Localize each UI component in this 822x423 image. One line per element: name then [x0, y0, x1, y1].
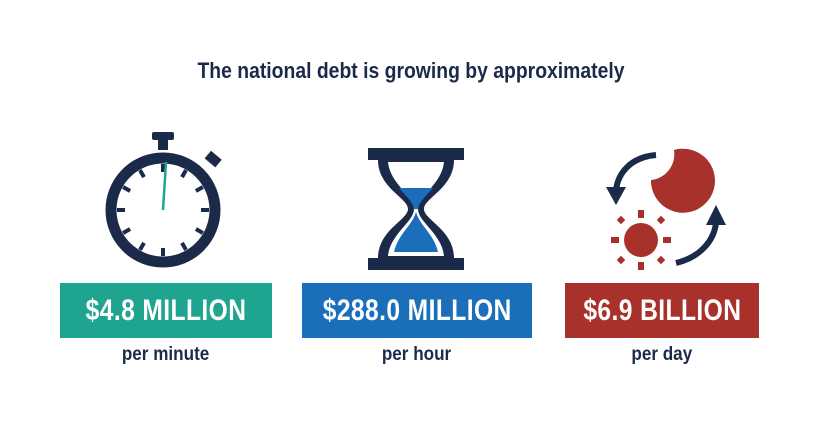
stat-period-minute: per minute [60, 344, 272, 366]
stopwatch-tick [194, 227, 204, 235]
amount-text: $6.9 BILLION [582, 293, 742, 327]
stopwatch-tick [138, 241, 146, 251]
stat-period-hour: per hour [302, 344, 532, 366]
period-text: per hour [382, 344, 452, 365]
stopwatch-tick [194, 185, 204, 193]
stopwatch-tick [138, 169, 146, 179]
stopwatch-tick [180, 169, 188, 179]
stat-amount-day: $6.9 BILLION [565, 283, 759, 338]
amount-text: $288.0 MILLION [322, 293, 512, 327]
stat-period-day: per day [565, 344, 759, 366]
stopwatch-tick [180, 241, 188, 251]
stopwatch-tick [122, 227, 132, 235]
stat-amount-hour: $288.0 MILLION [302, 283, 532, 338]
period-text: per minute [122, 344, 210, 365]
period-text: per day [631, 344, 693, 365]
page-title: The national debt is growing by approxim… [197, 58, 625, 83]
day-night-cycle-icon [606, 148, 726, 270]
amount-text: $4.8 MILLION [85, 293, 247, 327]
stat-amount-minute: $4.8 MILLION [60, 283, 272, 338]
stopwatch-icon [105, 132, 222, 268]
hourglass-icon [368, 148, 464, 270]
stopwatch-tick [122, 185, 132, 193]
